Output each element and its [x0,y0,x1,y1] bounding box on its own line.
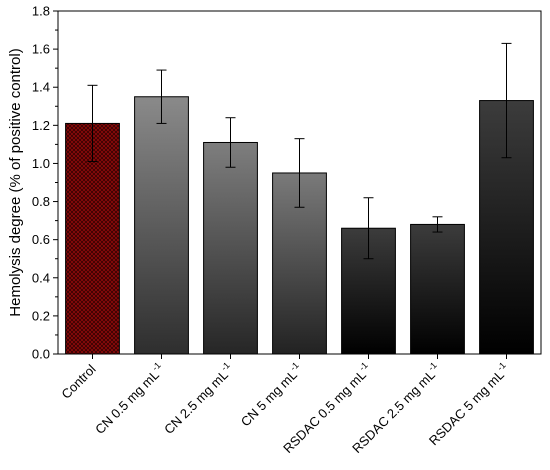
error-bar-3 [294,138,305,208]
y-tick-label-9: 1.8 [32,4,50,19]
bar-5 [410,223,465,355]
x-tick-label-6: RSDAC 5 mg mL-1 [424,360,512,448]
y-tick-label-3: 0.6 [32,232,50,247]
bar-1 [134,96,189,355]
error-bar-1 [156,69,167,124]
x-tick-label-2: CN 2.5 mg mL-1 [160,360,237,437]
error-bar-5 [432,216,443,233]
error-bar-4 [363,197,374,260]
y-axis: 0.0 0.2 0.4 0.6 0.8 1.0 1.2 1.4 1.6 1.8 [32,4,58,362]
x-tick-label-3: CN 5 mg mL-1 [236,360,305,429]
y-tick-label-0: 0.0 [32,347,50,362]
error-bar-0 [87,84,98,163]
bars-layer [65,96,534,355]
error-bar-6 [501,42,512,159]
y-tick-label-1: 0.2 [32,308,50,323]
y-axis-label: Hemolysis degree (% of positive control) [7,48,24,316]
y-tick-label-4: 0.8 [32,194,50,209]
error-bars-layer [87,42,512,260]
y-tick-label-5: 1.0 [32,156,50,171]
x-tick-label-0: Control [58,361,98,401]
bar-2 [203,141,258,355]
x-tick-label-1: CN 0.5 mg mL-1 [91,360,168,437]
error-bar-2 [225,117,236,168]
y-tick-label-8: 1.6 [32,42,50,57]
y-tick-label-6: 1.2 [32,118,50,133]
y-tick-label-2: 0.4 [32,270,50,285]
y-tick-label-7: 1.4 [32,80,50,95]
